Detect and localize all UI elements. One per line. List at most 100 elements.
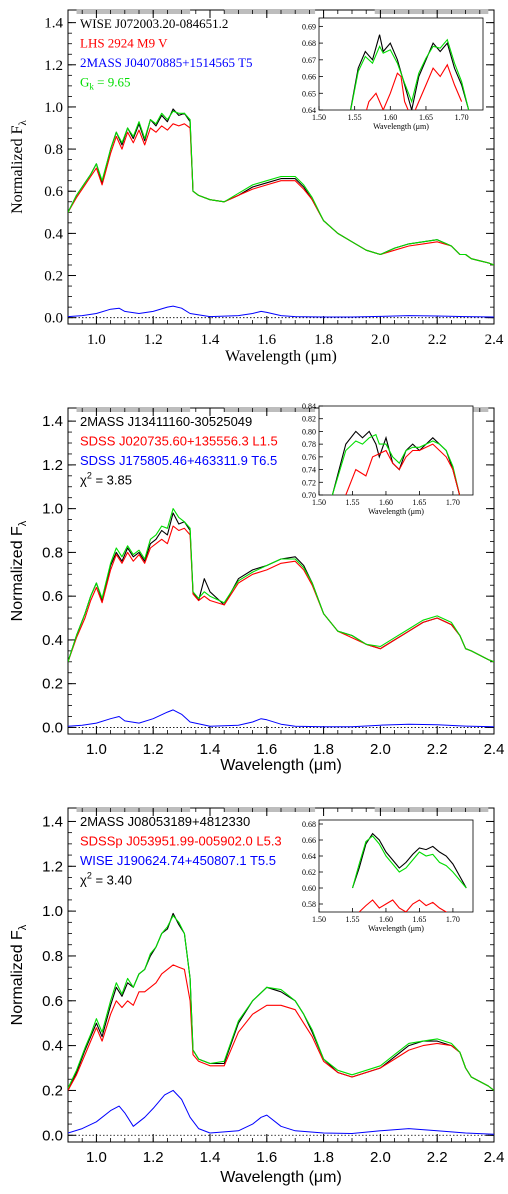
y-tick-label: 0.6	[44, 184, 63, 200]
band-marker-3	[374, 807, 489, 812]
x-tick-label: 2.2	[428, 332, 447, 348]
chart-panel-2: 1.0 1.2 1.4 1.6 1.8 2.0 2.2 2.4 0.0 0.2 0.4 0.6 0.8 1…	[9, 402, 504, 774]
inset-x-tick-label: 1.50	[312, 915, 326, 924]
x-tick-label: 2.0	[371, 332, 390, 348]
inset-y-tick-label: 0.76	[302, 453, 316, 462]
inset-x-tick-label: 1.50	[312, 113, 326, 122]
x-tick-label: 1.4	[201, 332, 220, 348]
y-tick-label: 1.0	[42, 501, 63, 518]
inset-y-tick-label: 0.64	[302, 852, 316, 861]
inset-y-tick-label: 0.69	[302, 22, 316, 31]
inset-y-tick-label: 0.58	[302, 900, 316, 909]
series-line-4	[68, 110, 494, 266]
legend-entry-1: 2MASS J08053189+4812330	[80, 814, 250, 829]
y-tick-label: 1.4	[42, 813, 63, 830]
inset-series-line-1	[351, 832, 467, 889]
inset-y-tick-label: 0.66	[302, 73, 316, 82]
inset-series-line-3	[365, 63, 463, 110]
inset-panel: 1.50 1.55 1.60 1.65 1.70 0.70 0.72 0.74 0.76 0.78…	[302, 402, 474, 516]
x-tick-label: 1.0	[87, 332, 106, 348]
inset-series-line-3	[358, 899, 448, 912]
x-tick-label: 2.4	[484, 1149, 505, 1166]
band-marker-2	[224, 9, 316, 14]
inset-y-tick-label: 0.65	[302, 89, 316, 98]
inset-x-tick-label: 1.70	[446, 915, 460, 924]
series-line-4	[68, 915, 494, 1091]
inset-y-tick-label: 0.66	[302, 836, 316, 845]
y-tick-label: 0.4	[42, 1038, 63, 1055]
inset-x-tick-label: 1.65	[412, 915, 426, 924]
x-tick-label: 1.8	[314, 332, 333, 348]
inset-y-tick-label: 0.82	[302, 415, 316, 424]
inset-x-axis-label: Wavelength (μm)	[368, 507, 424, 516]
inset-panel: 1.50 1.55 1.60 1.65 1.70 0.64 0.65 0.66 0.67 0.68…	[302, 17, 484, 131]
x-tick-label: 2.4	[484, 741, 505, 758]
series-line-1	[68, 512, 494, 663]
inset-y-tick-label: 0.64	[302, 106, 316, 115]
inset-x-tick-label: 1.60	[379, 498, 393, 507]
x-tick-label: 1.6	[256, 1149, 277, 1166]
inset-x-axis-label: Wavelength (μm)	[368, 924, 424, 933]
inset-x-tick-label: 1.55	[345, 498, 359, 507]
y-axis-label: Normalized Fλ	[9, 924, 29, 1025]
y-tick-label: 0.4	[44, 226, 63, 242]
inset-y-tick-label: 0.62	[302, 868, 316, 877]
x-tick-label: 1.0	[86, 1149, 107, 1166]
legend-entry-4: Gk = 9.65	[80, 75, 130, 92]
legend-entry-3: 2MASS J04070885+1514565 T5	[80, 55, 253, 70]
band-marker-2	[224, 807, 316, 812]
inset-panel: 1.50 1.55 1.60 1.65 1.70 0.58 0.60 0.62 0.64 0.66…	[302, 819, 474, 933]
chart-panel-3: 1.0 1.2 1.4 1.6 1.8 2.0 2.2 2.4 0.0 0.2 0.4 0.6 0.8 1…	[9, 807, 504, 1186]
y-tick-label: 0.6	[42, 588, 63, 605]
y-tick-label: 1.0	[42, 903, 63, 920]
series-line-2	[68, 964, 494, 1091]
x-tick-label: 1.8	[313, 741, 334, 758]
inset-frame	[318, 405, 474, 496]
band-marker-3	[374, 9, 489, 14]
x-tick-label: 1.2	[143, 1149, 164, 1166]
y-tick-label: 0.8	[44, 142, 63, 158]
legend-entry-3: WISE J190624.74+450807.1 T5.5	[80, 853, 276, 868]
legend-entry-2: LHS 2924 M9 V	[80, 36, 168, 51]
legend-entry-1: 2MASS J13411160-30525049	[80, 414, 252, 429]
x-axis-label: Wavelength (μm)	[220, 1169, 342, 1186]
series-line-2	[68, 123, 494, 266]
inset-series-line-1	[349, 34, 470, 110]
y-axis-label: Normalized Fλ	[9, 119, 29, 213]
inset-y-tick-label: 0.68	[302, 39, 316, 48]
band-marker-1	[76, 9, 191, 14]
inset-x-tick-label: 1.60	[379, 915, 393, 924]
x-tick-label: 1.8	[313, 1149, 334, 1166]
x-tick-label: 1.4	[200, 741, 221, 758]
inset-series-line-2	[351, 835, 467, 889]
inset-y-tick-label: 0.67	[302, 56, 316, 65]
series-line-1	[68, 912, 494, 1091]
inset-x-tick-label: 1.60	[383, 113, 397, 122]
inset-x-tick-label: 1.65	[419, 113, 433, 122]
series-line-1	[68, 108, 494, 266]
inset-y-tick-label: 0.72	[302, 478, 316, 487]
inset-y-tick-label: 0.60	[302, 884, 316, 893]
x-tick-label: 1.2	[144, 332, 163, 348]
x-tick-label: 2.4	[485, 332, 504, 348]
y-tick-label: 0.0	[42, 1127, 63, 1144]
inset-frame	[318, 17, 484, 111]
y-tick-label: 0.2	[44, 269, 63, 285]
legend-entry-4: χ2 = 3.40	[80, 871, 132, 888]
x-tick-label: 1.6	[256, 741, 277, 758]
y-tick-label: 0.2	[42, 676, 63, 693]
y-tick-label: 0.0	[44, 311, 63, 327]
y-axis-label: Normalized Fλ	[9, 520, 29, 621]
x-tick-label: 2.0	[370, 741, 391, 758]
y-tick-label: 1.4	[44, 16, 63, 32]
y-tick-label: 0.2	[42, 1082, 63, 1099]
inset-series-line-3	[345, 443, 461, 495]
inset-series-line-2	[350, 38, 470, 110]
series-line-2	[68, 525, 494, 663]
legend-entry-2: SDSS J020735.60+135556.3 L1.5	[80, 434, 278, 449]
y-tick-label: 0.0	[42, 719, 63, 736]
y-tick-label: 0.8	[42, 544, 63, 561]
legend-entry-2: SDSSp J053951.99-005902.0 L5.3	[80, 834, 282, 849]
inset-x-tick-label: 1.65	[412, 498, 426, 507]
